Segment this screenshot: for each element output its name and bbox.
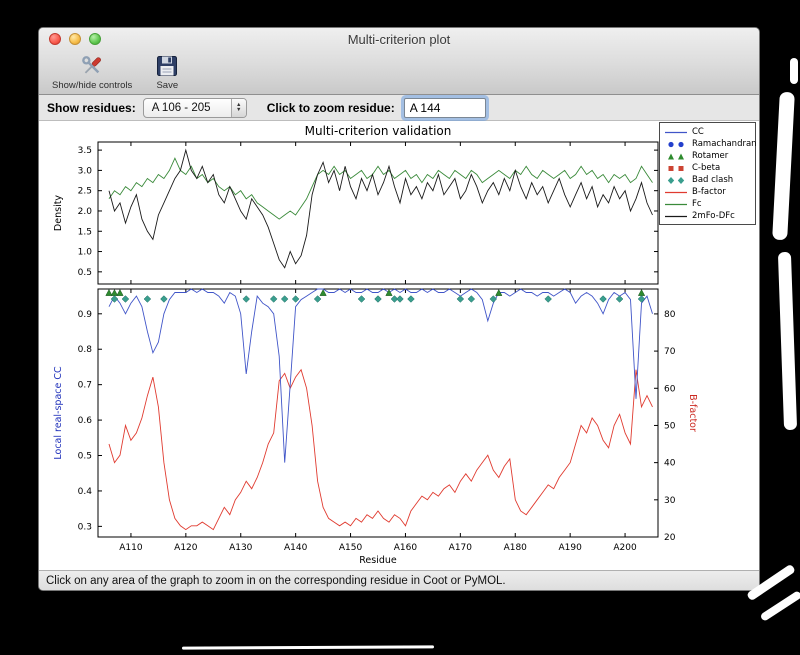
titlebar: Multi-criterion plot <box>39 28 759 50</box>
svg-text:0.5: 0.5 <box>78 452 92 462</box>
svg-text:0.6: 0.6 <box>78 416 93 426</box>
svg-text:A140: A140 <box>284 543 308 553</box>
svg-text:40: 40 <box>664 459 676 469</box>
show-hide-controls-label: Show/hide controls <box>52 80 133 91</box>
zoom-button[interactable] <box>89 33 101 45</box>
legend-item: Bad clash <box>664 174 752 186</box>
legend-label: Rotamer <box>692 151 729 162</box>
plot-canvas[interactable]: Multi-criterion validation A110 A120 A130 A1… <box>39 121 759 570</box>
legend-line-icon <box>665 215 687 217</box>
svg-text:1.0: 1.0 <box>78 248 93 258</box>
legend-item: Ramachandran <box>664 138 757 150</box>
svg-text:2.5: 2.5 <box>78 187 92 197</box>
svg-text:A190: A190 <box>558 543 582 553</box>
legend-line-icon <box>665 203 687 205</box>
svg-text:70: 70 <box>664 347 676 357</box>
legend-line-icon <box>665 131 687 133</box>
svg-text:0.9: 0.9 <box>78 310 93 320</box>
close-button[interactable] <box>49 33 61 45</box>
legend-item: C-beta <box>664 162 752 174</box>
legend-diamond-icon <box>667 176 685 184</box>
legend-line-icon <box>665 191 687 193</box>
svg-text:2.0: 2.0 <box>78 207 93 217</box>
legend-label: CC <box>692 127 704 138</box>
svg-text:50: 50 <box>664 422 676 432</box>
svg-text:A130: A130 <box>229 543 253 553</box>
legend-label: Ramachandran <box>692 139 757 150</box>
controls-bar: Show residues: A 106 - 205 ▲ ▼ Click to z… <box>39 95 759 122</box>
svg-text:Residue: Residue <box>359 555 397 566</box>
toolbar: Show/hide controls Save <box>39 50 759 94</box>
svg-text:A160: A160 <box>394 543 418 553</box>
scan-artifact <box>790 58 798 84</box>
legend-item: Fc <box>664 198 752 210</box>
svg-text:A150: A150 <box>339 543 363 553</box>
legend-item: CC <box>664 126 752 138</box>
residue-range-value: A 106 - 205 <box>151 101 211 114</box>
svg-text:30: 30 <box>664 496 676 506</box>
status-bar: Click on any area of the graph to zoom i… <box>39 570 759 590</box>
traffic-lights <box>49 33 101 45</box>
svg-text:0.5: 0.5 <box>78 268 92 278</box>
svg-text:A200: A200 <box>613 543 637 553</box>
zoom-residue-label: Click to zoom residue: <box>266 100 395 115</box>
legend-item: B-factor <box>664 186 752 198</box>
legend-square-icon <box>668 165 684 171</box>
legend-label: C-beta <box>692 163 721 174</box>
scan-artifact <box>759 590 800 622</box>
stepper-arrows-icon: ▲ ▼ <box>230 98 246 117</box>
legend-label: 2mFo-DFc <box>692 211 735 222</box>
legend-item: 2mFo-DFc <box>664 210 752 222</box>
svg-text:0.4: 0.4 <box>78 487 93 497</box>
svg-text:0.3: 0.3 <box>78 523 92 533</box>
save-label: Save <box>156 80 179 91</box>
tools-icon <box>79 53 105 79</box>
svg-text:80: 80 <box>664 310 676 320</box>
show-hide-controls-button[interactable]: Show/hide controls <box>49 52 135 92</box>
svg-text:3.0: 3.0 <box>78 167 93 177</box>
plot-legend: CC Ramachandran Rotamer C-beta Bad clash B-fa… <box>659 122 757 226</box>
app-window: Multi-criterion plot <box>38 27 760 591</box>
scan-artifact <box>772 91 795 241</box>
svg-text:Multi-criterion validation: Multi-criterion validation <box>305 124 452 138</box>
svg-text:0.7: 0.7 <box>78 381 92 391</box>
legend-label: B-factor <box>692 187 726 198</box>
legend-label: Fc <box>692 199 702 210</box>
zoom-residue-input[interactable] <box>403 97 486 118</box>
show-residues-label: Show residues: <box>47 100 136 115</box>
window-title: Multi-criterion plot <box>347 31 451 47</box>
status-text: Click on any area of the graph to zoom i… <box>46 574 506 587</box>
svg-text:0.8: 0.8 <box>78 346 93 356</box>
minimize-button[interactable] <box>69 33 81 45</box>
svg-text:A170: A170 <box>449 543 473 553</box>
legend-item: Rotamer <box>664 150 752 162</box>
save-button[interactable]: Save <box>151 52 183 92</box>
svg-text:1.5: 1.5 <box>78 228 92 238</box>
svg-text:B-factor: B-factor <box>687 394 698 432</box>
svg-text:Local real-space CC: Local real-space CC <box>53 366 64 460</box>
window-chrome: Multi-criterion plot <box>39 28 759 95</box>
plot-area[interactable]: Multi-criterion validation A110 A120 A130 A1… <box>39 121 759 571</box>
svg-text:3.5: 3.5 <box>78 146 92 156</box>
svg-text:Density: Density <box>53 195 64 231</box>
scan-artifact <box>777 251 798 431</box>
residue-range-select[interactable]: A 106 - 205 ▲ ▼ <box>142 97 247 118</box>
svg-text:A180: A180 <box>504 543 528 553</box>
svg-text:20: 20 <box>664 533 676 543</box>
legend-label: Bad clash <box>692 175 734 186</box>
svg-text:A120: A120 <box>174 543 198 553</box>
svg-text:60: 60 <box>664 385 676 395</box>
svg-text:A110: A110 <box>119 543 143 553</box>
scan-artifact <box>181 645 435 650</box>
legend-triangle-icon <box>668 153 684 160</box>
legend-circle-icon <box>668 141 684 147</box>
save-icon <box>154 53 180 79</box>
